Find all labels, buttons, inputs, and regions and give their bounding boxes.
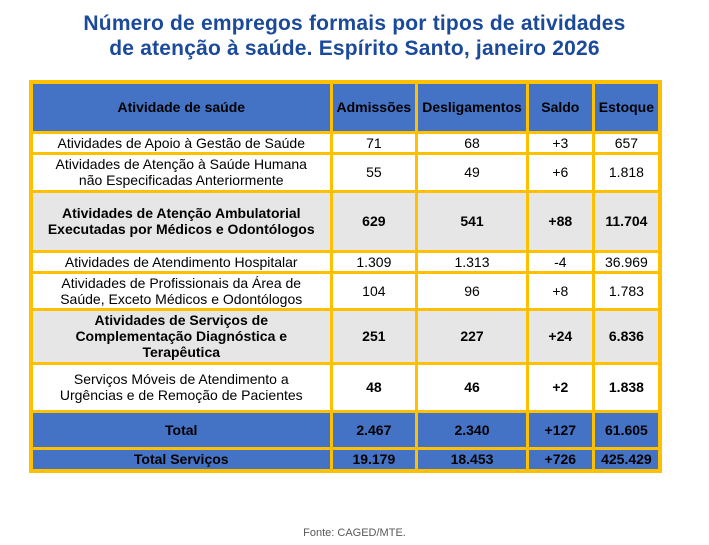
activity-cell: Total — [29, 409, 333, 450]
stock-cell: 6.836 — [591, 307, 662, 365]
activity-cell: Atividades de Atenção Ambulatorial Execu… — [29, 189, 333, 253]
page-title-line1: Número de empregos formais por tipos de … — [83, 12, 626, 35]
dismissals-cell: 1.313 — [415, 249, 529, 274]
table-row-atencao-ambulatorial: Atividades de Atenção Ambulatorial Execu… — [29, 189, 662, 253]
column-header-balance: Saldo — [525, 80, 595, 134]
stock-cell: 425.429 — [591, 446, 662, 473]
admissions-cell: 1.309 — [329, 249, 419, 274]
balance-cell: +8 — [525, 270, 595, 311]
page-title-line2: de atenção à saúde. Espírito Santo, jane… — [109, 36, 600, 60]
dismissals-cell: 541 — [415, 189, 529, 253]
admissions-cell: 2.467 — [329, 409, 419, 450]
stock-cell: 1.783 — [591, 270, 662, 311]
page-title: Número de empregos formais por tipos de … — [0, 12, 709, 62]
dismissals-cell: 46 — [415, 361, 529, 413]
balance-cell: -4 — [525, 249, 595, 274]
dismissals-cell: 68 — [415, 130, 529, 155]
table-row-apoio-gestao: Atividades de Apoio à Gestão de Saúde 71… — [29, 130, 662, 155]
activity-cell: Atividades de Profissionais da Área de S… — [29, 270, 333, 311]
table-row-profissionais-area-saude: Atividades de Profissionais da Área de S… — [29, 270, 662, 311]
dismissals-cell: 2.340 — [415, 409, 529, 450]
column-header-stock: Estoque — [591, 80, 662, 134]
source-note: Fonte: CAGED/MTE. — [303, 527, 406, 539]
table-row-total-servicos: Total Serviços 19.179 18.453 +726 425.42… — [29, 446, 662, 473]
column-header-admissions: Admissões — [329, 80, 419, 134]
balance-cell: +88 — [525, 189, 595, 253]
activity-cell: Total Serviços — [29, 446, 333, 473]
activity-cell: Atividades de Serviços de Complementação… — [29, 307, 333, 365]
table-row-saude-humana-nao-especificada: Atividades de Atenção à Saúde Humana não… — [29, 151, 662, 193]
admissions-cell: 71 — [329, 130, 419, 155]
stock-cell: 1.818 — [591, 151, 662, 193]
admissions-cell: 48 — [329, 361, 419, 413]
dismissals-cell: 18.453 — [415, 446, 529, 473]
column-header-activity: Atividade de saúde — [29, 80, 333, 134]
balance-cell: +3 — [525, 130, 595, 155]
admissions-cell: 55 — [329, 151, 419, 193]
balance-cell: +726 — [525, 446, 595, 473]
balance-cell: +127 — [525, 409, 595, 450]
admissions-cell: 19.179 — [329, 446, 419, 473]
activity-cell: Atividades de Atendimento Hospitalar — [29, 249, 333, 274]
table-row-complementacao-diagnostica: Atividades de Serviços de Complementação… — [29, 307, 662, 365]
balance-cell: +2 — [525, 361, 595, 413]
balance-cell: +6 — [525, 151, 595, 193]
table-row-total: Total 2.467 2.340 +127 61.605 — [29, 409, 662, 450]
table-row-servicos-moveis: Serviços Móveis de Atendimento a Urgênci… — [29, 361, 662, 413]
activity-cell: Atividades de Atenção à Saúde Humana não… — [29, 151, 333, 193]
admissions-cell: 251 — [329, 307, 419, 365]
dismissals-cell: 49 — [415, 151, 529, 193]
dismissals-cell: 227 — [415, 307, 529, 365]
stock-cell: 61.605 — [591, 409, 662, 450]
employment-table-container: Atividade de saúde Admissões Desligament… — [29, 80, 663, 473]
column-header-dismissals: Desligamentos — [415, 80, 529, 134]
stock-cell: 36.969 — [591, 249, 662, 274]
table-row-atendimento-hospitalar: Atividades de Atendimento Hospitalar 1.3… — [29, 249, 662, 274]
dismissals-cell: 96 — [415, 270, 529, 311]
header-row: Atividade de saúde Admissões Desligament… — [29, 80, 662, 134]
admissions-cell: 629 — [329, 189, 419, 253]
stock-cell: 1.838 — [591, 361, 662, 413]
balance-cell: +24 — [525, 307, 595, 365]
employment-table: Atividade de saúde Admissões Desligament… — [29, 80, 663, 473]
activity-cell: Atividades de Apoio à Gestão de Saúde — [29, 130, 333, 155]
stock-cell: 657 — [591, 130, 662, 155]
admissions-cell: 104 — [329, 270, 419, 311]
activity-cell: Serviços Móveis de Atendimento a Urgênci… — [29, 361, 333, 413]
stock-cell: 11.704 — [591, 189, 662, 253]
